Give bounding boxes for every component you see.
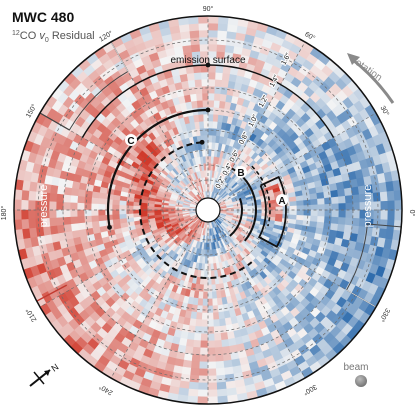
svg-text:C: C <box>127 136 134 147</box>
rotation-label: rotation <box>350 55 384 83</box>
emission-surface-label: emission surface <box>170 55 245 66</box>
beam-label: beam <box>343 362 368 373</box>
pa-tick-label: 30° <box>379 104 391 117</box>
pa-tick-label: 270° <box>201 413 216 415</box>
pressure-label-left: pressure <box>38 185 50 228</box>
pa-tick-label: 330° <box>377 307 391 324</box>
residual-map <box>14 16 402 404</box>
pa-tick-label: 60° <box>303 30 316 42</box>
beam-icon <box>355 375 367 387</box>
central-mask <box>195 197 221 223</box>
pa-tick-label: 90° <box>203 5 214 13</box>
pressure-label-right: pressure <box>362 185 374 228</box>
arc-label-b: B <box>235 166 247 179</box>
chart-title: MWC 480 <box>12 9 74 25</box>
svg-text:B: B <box>237 168 244 179</box>
svg-text:N: N <box>49 362 60 374</box>
pa-tick-label: 0° <box>408 210 415 217</box>
arc-label-c: C <box>125 134 137 147</box>
pa-tick-label: 210° <box>24 307 38 324</box>
pa-tick-label: 300° <box>302 383 319 397</box>
arc-label-a: A <box>276 194 288 207</box>
chart-subtitle: 12CO v0 Residual <box>12 30 95 44</box>
polar-grid <box>14 16 402 404</box>
pa-tick-label: 150° <box>24 103 38 120</box>
pa-tick-label: 240° <box>98 382 115 396</box>
compass-icon: N <box>29 362 60 387</box>
svg-text:A: A <box>278 196 285 207</box>
rotation-arrowhead <box>347 53 360 65</box>
disc-frame <box>13 15 403 405</box>
pa-tick-label: 180° <box>0 206 8 221</box>
rotation-arrow <box>352 58 395 104</box>
